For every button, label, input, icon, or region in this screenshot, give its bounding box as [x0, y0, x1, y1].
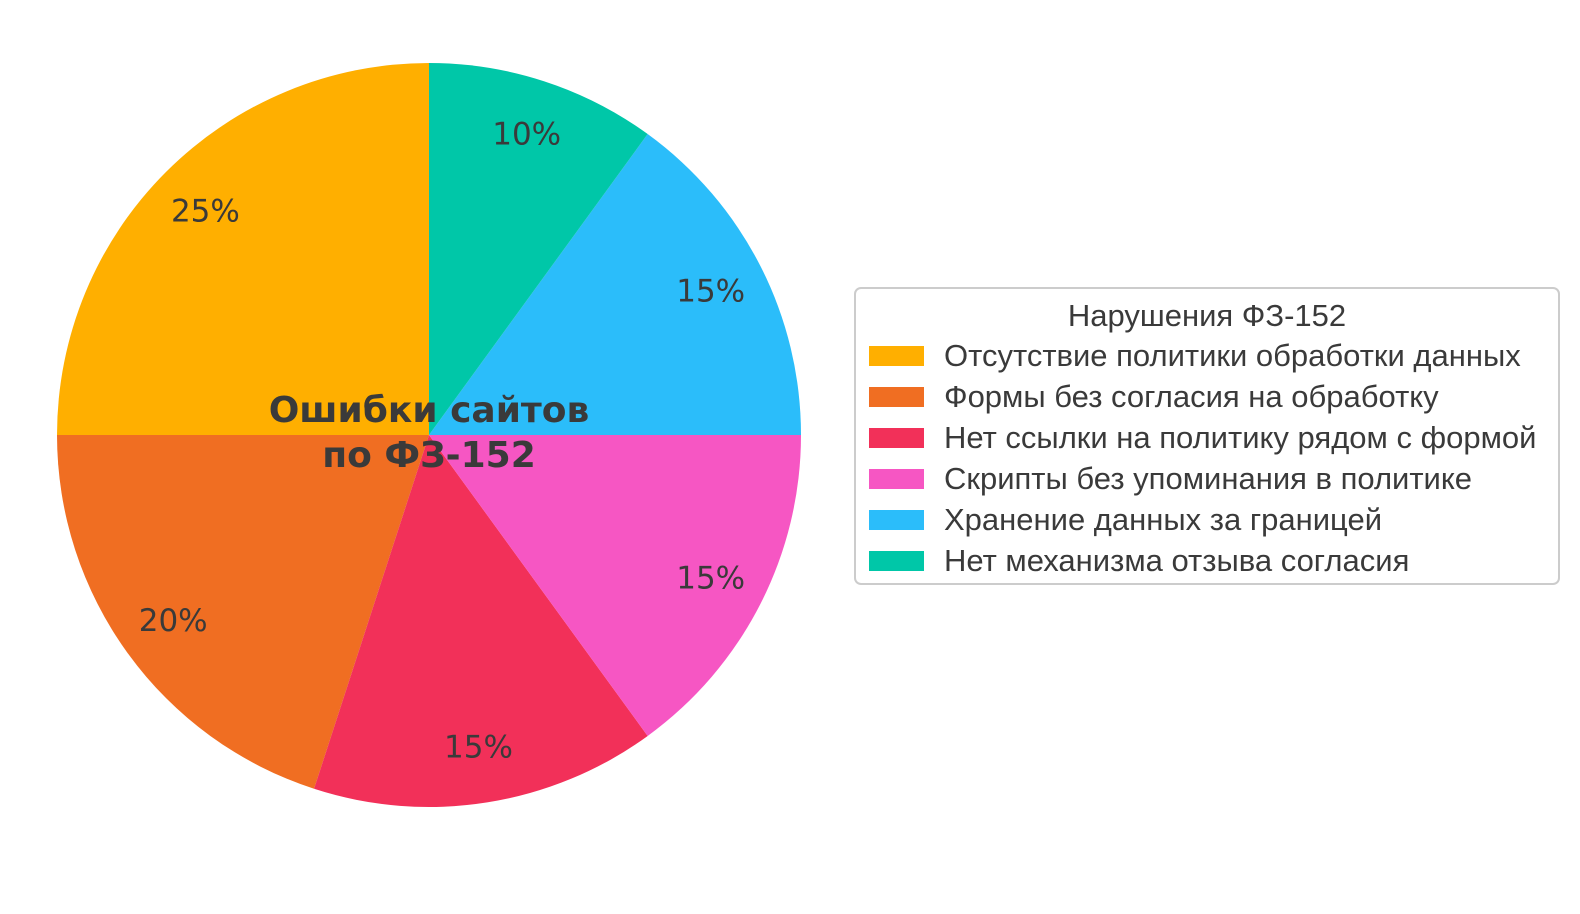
- pie-slice-4: [429, 134, 801, 436]
- pie-slice-pct-label-5: 10%: [492, 116, 561, 152]
- legend-item-label-5: Нет механизма отзыва согласия: [944, 542, 1410, 578]
- legend-item-4: Хранение данных за границей: [856, 499, 1558, 540]
- pie-slice-1: [57, 435, 429, 789]
- legend-swatch-1: [869, 386, 924, 407]
- legend-item-label-3: Скрипты без упоминания в политике: [944, 460, 1473, 496]
- pie-slice-5: [429, 63, 648, 435]
- legend-title: Нарушения ФЗ-152: [1067, 298, 1347, 333]
- legend-item-label-0: Отсутствие политики обработки данных: [944, 337, 1521, 373]
- pie-slice-pct-label-1: 20%: [139, 603, 208, 639]
- pie-slice-3: [429, 435, 801, 736]
- legend-items: Отсутствие политики обработки данных Форм…: [856, 335, 1558, 581]
- legend-item-label-2: Нет ссылки на политику рядом с формой: [944, 419, 1537, 455]
- pie-slice-pct-label-0: 25%: [171, 193, 240, 229]
- legend-item-0: Отсутствие политики обработки данных: [856, 335, 1558, 376]
- pie-slice-pct-label-3: 15%: [676, 561, 745, 597]
- legend-item-3: Скрипты без упоминания в политике: [856, 458, 1558, 499]
- legend-item-1: Формы без согласия на обработку: [856, 376, 1558, 417]
- pie-slice-pct-label-2: 15%: [444, 729, 513, 765]
- legend-swatch-2: [869, 427, 924, 448]
- legend: Нарушения ФЗ-152 Отсутствие политики обр…: [854, 287, 1560, 585]
- legend-item-2: Нет ссылки на политику рядом с формой: [856, 417, 1558, 458]
- pie-chart: 25% 20% 15% 15% 15% 10%: [57, 63, 801, 807]
- legend-swatch-5: [869, 550, 924, 571]
- pie-slice-2: [314, 435, 648, 807]
- pie-slice-0: [57, 63, 429, 435]
- pie-slice-pct-label-4: 15%: [676, 273, 745, 309]
- legend-swatch-0: [869, 345, 924, 366]
- legend-swatch-3: [869, 468, 924, 489]
- legend-item-label-4: Хранение данных за границей: [944, 501, 1383, 537]
- legend-swatch-4: [869, 509, 924, 530]
- legend-item-5: Нет механизма отзыва согласия: [856, 540, 1558, 581]
- legend-item-label-1: Формы без согласия на обработку: [944, 378, 1439, 414]
